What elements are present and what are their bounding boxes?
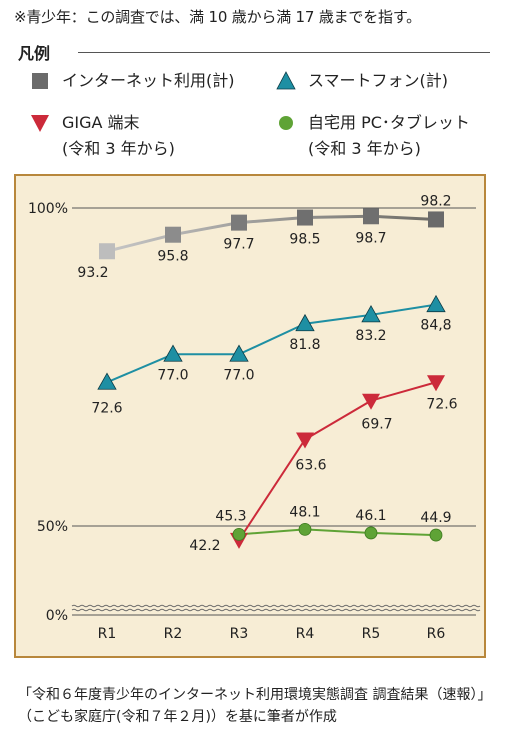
series-line-smartphone xyxy=(106,303,437,384)
point-smartphone-r4 xyxy=(295,313,315,332)
point-smartphone-r2 xyxy=(163,344,183,362)
point-home-pc-r3 xyxy=(232,527,246,541)
data-label-giga-r3: 42.2 xyxy=(189,538,220,554)
legend-label-home-pc: 自宅用 PC･タブレット xyxy=(308,113,470,132)
x-tick-label-r5: R5 xyxy=(362,626,381,642)
data-label-smartphone-r1: 72.6 xyxy=(91,400,122,416)
circle-marker-icon xyxy=(279,116,293,130)
data-label-giga-r5: 69.7 xyxy=(361,417,392,433)
series-line-giga xyxy=(238,381,437,541)
point-smartphone-r1 xyxy=(97,372,117,390)
y-tick-label-50: 50% xyxy=(37,519,68,535)
data-label-internet-r1: 93.2 xyxy=(77,265,108,281)
point-internet-r4 xyxy=(297,209,313,226)
point-home-pc-r5 xyxy=(364,526,378,540)
point-home-pc-r6 xyxy=(429,528,443,542)
x-tick-label-r6: R6 xyxy=(427,626,446,642)
data-label-home-pc-r3: 45.3 xyxy=(215,508,246,524)
data-label-giga-r4: 63.6 xyxy=(295,458,326,474)
point-smartphone-r5 xyxy=(361,305,381,323)
y-tick-label-100: 100% xyxy=(28,201,68,217)
point-smartphone-r3 xyxy=(229,344,249,362)
point-giga-r4 xyxy=(296,432,314,449)
data-label-smartphone-r5: 83.2 xyxy=(355,328,386,344)
data-label-internet-r4: 98.5 xyxy=(289,232,320,248)
x-tick-label-r3: R3 xyxy=(230,626,249,642)
point-internet-r6 xyxy=(428,211,444,228)
data-label-internet-r6: 98.2 xyxy=(420,193,451,209)
x-tick-label-r2: R2 xyxy=(164,626,183,642)
point-internet-r2 xyxy=(165,226,181,243)
survey-note: ※青少年：この調査では、満 10 歳から満 17 歳までを指す。 xyxy=(14,8,421,26)
data-label-smartphone-r4: 81.8 xyxy=(289,337,320,353)
series-line-internet xyxy=(106,214,437,253)
point-home-pc-r4 xyxy=(298,522,312,536)
data-label-smartphone-r3: 77.0 xyxy=(223,367,254,383)
point-internet-r1 xyxy=(99,243,115,260)
point-internet-r5 xyxy=(363,208,379,225)
legend-sub-giga: (令和 3 年から) xyxy=(62,139,175,158)
point-giga-r6 xyxy=(427,375,445,392)
line-chart: 0% 50% 100% R1 R2 R3 R4 R5 R6 93.2 95.8 97.7 98.5 98.… xyxy=(28,193,481,642)
data-label-internet-r3: 97.7 xyxy=(223,237,254,253)
legend-divider xyxy=(78,52,490,53)
axis-break-wave-0 xyxy=(71,604,481,608)
data-label-home-pc-r4: 48.1 xyxy=(289,504,320,520)
point-internet-r3 xyxy=(231,214,247,231)
legend-sub-home-pc: (令和 3 年から) xyxy=(308,139,421,158)
data-label-home-pc-r6: 44.9 xyxy=(420,510,451,526)
data-label-home-pc-r5: 46.1 xyxy=(355,508,386,524)
legend-label-giga: GIGA 端末 xyxy=(62,113,140,132)
y-tick-label-0: 0% xyxy=(46,608,68,624)
data-label-smartphone-r6: 84,8 xyxy=(420,318,451,334)
data-label-smartphone-r2: 77.0 xyxy=(157,367,188,383)
square-marker-icon xyxy=(32,73,48,89)
legend-title: 凡例 xyxy=(18,44,51,63)
data-label-giga-r6: 72.6 xyxy=(426,396,457,412)
data-label-internet-r2: 95.8 xyxy=(157,249,188,265)
axis-break-wave-1 xyxy=(71,608,481,612)
x-tick-label-r1: R1 xyxy=(98,626,117,642)
source-caption: 「令和６年度青少年のインターネット利用環境実態調査 調査結果（速報）」（こども家… xyxy=(18,687,492,725)
data-label-internet-r5: 98.7 xyxy=(355,230,386,246)
x-tick-label-r4: R4 xyxy=(296,626,315,642)
chart-panel: 0% 50% 100% R1 R2 R3 R4 R5 R6 93.2 95.8 97.7 98.5 98.… xyxy=(14,174,486,658)
legend-label-internet: インターネット利用(計) xyxy=(62,71,235,90)
series-line-home-pc xyxy=(238,528,437,537)
legend-label-smartphone: スマートフォン(計) xyxy=(308,71,449,90)
point-giga-r5 xyxy=(362,393,380,410)
point-smartphone-r6 xyxy=(426,294,446,313)
triangle-up-marker-icon xyxy=(276,71,296,90)
triangle-down-marker-icon xyxy=(31,115,49,132)
